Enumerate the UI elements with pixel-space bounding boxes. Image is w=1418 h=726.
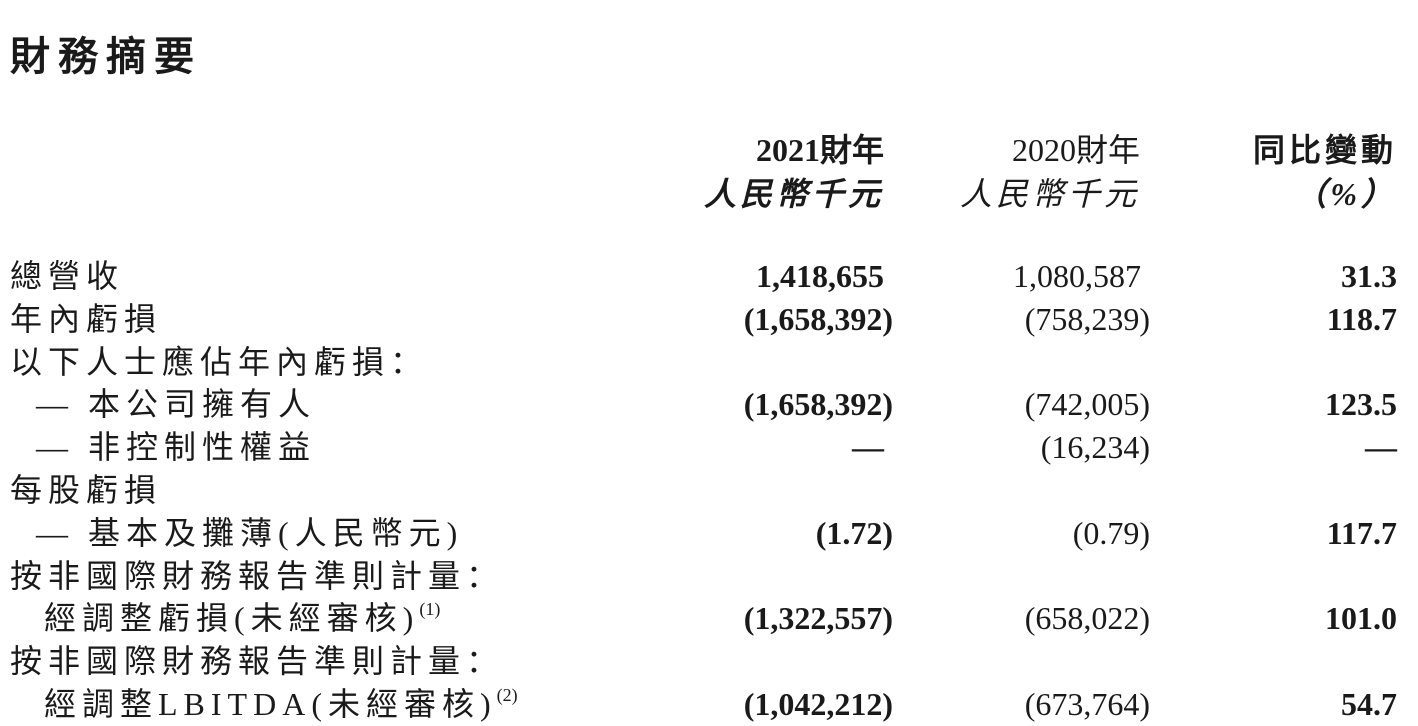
row-label: — 基本及攤薄(人民幣元) [36,512,463,555]
row-label-text: 按非國際財務報告準則計量： [10,643,505,680]
row-label: 按非國際財務報告準則計量： [10,555,504,598]
value-change: — [1365,429,1397,466]
row-label-text: 以下人士應佔年內虧損： [10,343,429,380]
row-label: 總營收 [10,255,124,298]
value-change: 117.7 [1326,514,1397,551]
value-2020: (0.79) [1072,514,1150,551]
header-2020: 2020財年 人民幣千元 [960,128,1140,216]
value-2021: (1,322,557) [743,600,893,637]
value-change: 54.7 [1341,686,1397,722]
table-row: — 基本及攤薄(人民幣元) (1.72) (0.79) 117.7 [0,512,1418,555]
table-row: 以下人士應佔年內虧損： [0,341,1418,384]
header-change: 同比變動 （%） [1253,128,1397,216]
value-change: 31.3 [1341,258,1397,294]
header-year: 2020財年 [1011,132,1140,168]
value-2020: (658,022) [1024,600,1150,637]
value-change: 123.5 [1325,386,1397,423]
table-row: 年內虧損 (1,658,392) (758,239) 118.7 [0,298,1418,341]
row-label-text: 按非國際財務報告準則計量： [10,557,505,594]
row-label-text: 每股虧損 [10,472,163,508]
table-row: 經調整虧損(未經審核)(1) (1,322,557) (658,022) 101.0 [0,597,1418,640]
row-label-text: 年內虧損 [10,300,163,337]
value-2020: 1,080,587 [1013,258,1141,294]
header-2021: 2021財年 人民幣千元 [704,128,884,216]
header-unit: 人民幣千元 [959,176,1140,212]
row-label: 以下人士應佔年內虧損： [10,341,428,384]
value-2020: (758,239) [1024,300,1150,337]
value-2021: (1,658,392) [743,386,893,423]
row-label: 經調整LBITDA(未經審核)(2) [44,683,518,726]
row-label: 年內虧損 [10,298,162,341]
header-unit: 人民幣千元 [703,176,884,212]
table-row: 按非國際財務報告準則計量： [0,555,1418,598]
header-year: 同比變動 [1252,132,1397,168]
table-row: — 本公司擁有人 (1,658,392) (742,005) 123.5 [0,383,1418,426]
row-label-text: 總營收 [10,258,125,294]
row-label-text: — 基本及攤薄(人民幣元) [36,514,464,551]
row-label-text: 經調整LBITDA(未經審核) [44,686,497,722]
page-title: 財務摘要 [10,34,202,80]
header-year: 2021財年 [755,132,884,168]
value-2021: (1.72) [815,514,893,551]
footnote-ref: (1) [419,599,441,620]
value-2020: (742,005) [1024,386,1150,423]
table-row: — 非控制性權益 — (16,234) — [0,426,1418,469]
value-change: 118.7 [1326,300,1397,337]
row-label-text: 經調整虧損(未經審核) [44,600,420,637]
value-2020: (673,764) [1024,686,1150,722]
table-row: 按非國際財務報告準則計量： [0,640,1418,683]
row-label: 每股虧損 [10,469,162,512]
row-label-text: — 非控制性權益 [36,429,317,466]
header-unit: （%） [1294,176,1397,212]
table-row: 每股虧損 [0,469,1418,512]
row-label: 經調整虧損(未經審核)(1) [44,597,440,640]
value-2021: (1,658,392) [743,300,893,337]
value-2021: 1,418,655 [756,258,884,294]
row-label: 按非國際財務報告準則計量： [10,640,504,683]
row-label: — 非控制性權益 [36,426,316,469]
value-2020: (16,234) [1040,429,1150,466]
row-label-text: — 本公司擁有人 [36,386,317,423]
row-label: — 本公司擁有人 [36,383,316,426]
table-row: 經調整LBITDA(未經審核)(2) (1,042,212) (673,764) 54… [0,683,1418,726]
table-row: 總營收 1,418,655 1,080,587 31.3 [0,255,1418,298]
value-2021: (1,042,212) [743,686,893,722]
footnote-ref: (2) [496,685,518,705]
value-change: 101.0 [1325,600,1397,637]
value-2021: — [852,429,884,466]
